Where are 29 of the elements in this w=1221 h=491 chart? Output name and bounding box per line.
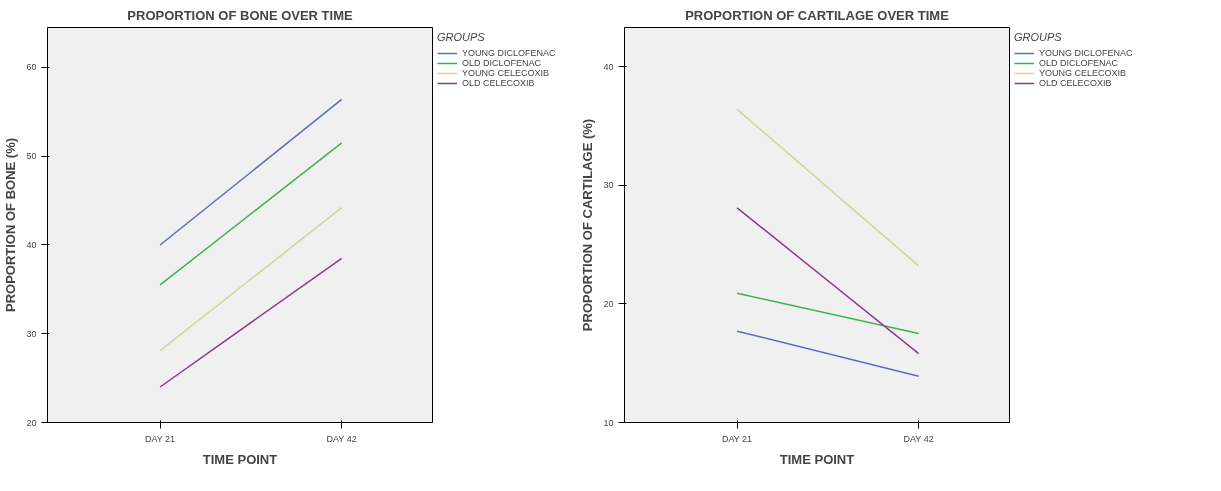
y-tick-label: 60 [26,62,37,73]
legend-label: YOUNG DICLOFENAC [462,48,556,58]
x-tick-label: DAY 21 [721,433,753,444]
x-tick-label: DAY 42 [903,433,934,444]
x-tick-label: DAY 21 [144,433,176,444]
y-tick-label: 50 [26,151,37,162]
legend-label: YOUNG CELECOXIB [462,68,550,78]
y-axis-title: PROPORTION OF BONE (%) [3,137,19,313]
y-tick-label: 20 [603,298,614,309]
y-tick-label: 40 [603,61,614,72]
y-axis-title: PROPORTION OF CARTILAGE (%) [580,118,596,332]
legend-label: YOUNG CELECOXIB [1039,68,1127,78]
x-axis-title: TIME POINT [779,451,855,467]
x-axis-title: TIME POINT [202,451,278,467]
legend-label: OLD CELECOXIB [1039,78,1112,88]
legend-title: GROUPS [437,31,486,43]
y-tick-label: 40 [26,239,37,250]
legend-label: OLD DICLOFENAC [462,58,542,68]
legend-title: GROUPS [1014,31,1063,43]
y-tick-label: 10 [603,417,614,428]
legend-label: OLD CELECOXIB [462,78,535,88]
y-tick-label: 20 [26,417,37,428]
y-tick-label: 30 [603,180,614,191]
x-tick-label: DAY 42 [326,433,357,444]
chart-title: PROPORTION OF CARTILAGE OVER TIME [685,7,950,23]
y-tick-label: 30 [26,328,37,339]
legend-label: YOUNG DICLOFENAC [1039,48,1133,58]
legend-label: OLD DICLOFENAC [1039,58,1119,68]
chart-title: PROPORTION OF BONE OVER TIME [127,7,353,23]
